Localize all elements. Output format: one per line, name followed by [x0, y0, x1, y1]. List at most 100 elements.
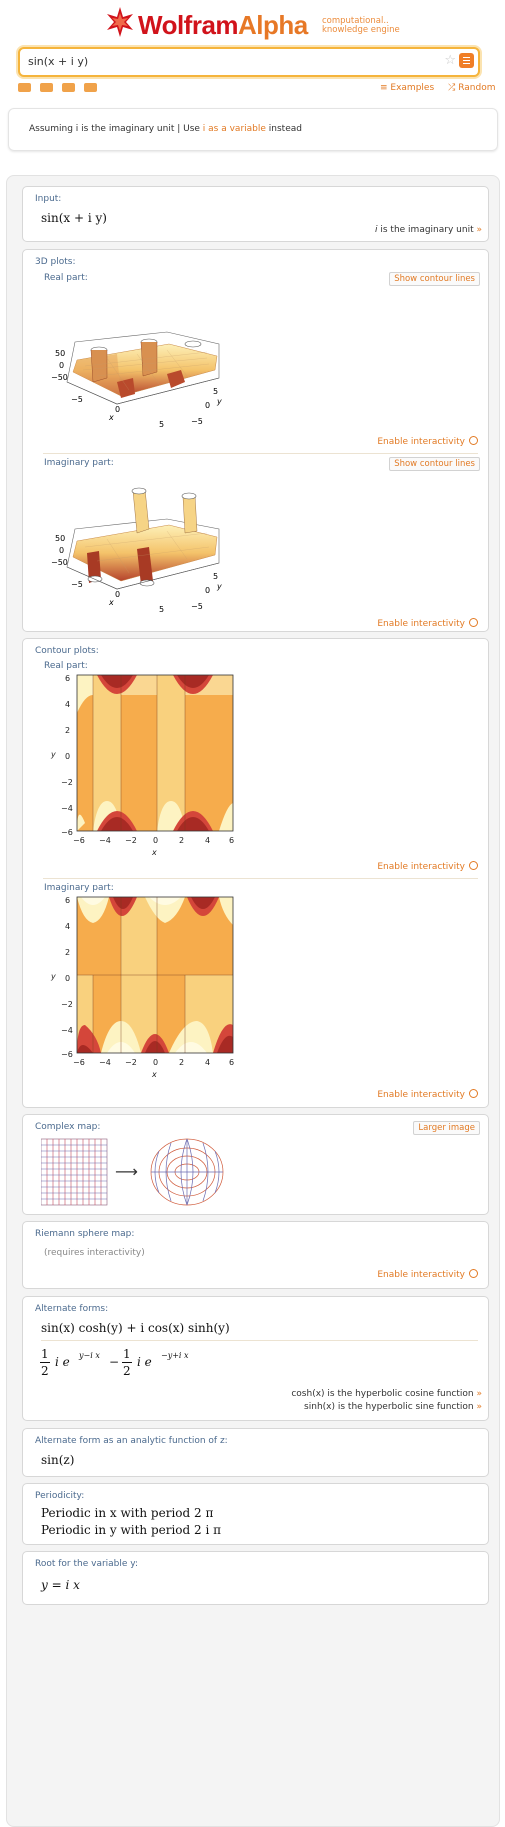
toolbar [18, 83, 106, 95]
y-tick: 6 [65, 674, 70, 683]
imaginary-part-label: Imaginary part: [44, 883, 114, 893]
x-axis-label: x [151, 1070, 157, 1079]
x-tick: −2 [125, 1058, 137, 1067]
imaginary-part-contour-plot: 6 4 2 0 −2 −4 −6 −6 −4 −2 0 2 4 6 x y [50, 896, 234, 1079]
x-tick: 0 [115, 590, 120, 599]
table-icon[interactable] [62, 83, 75, 92]
divider [41, 1340, 478, 1341]
interactivity-icon [469, 618, 478, 627]
pod-title: Periodicity: [35, 1491, 85, 1501]
x-tick: −6 [73, 1058, 85, 1067]
z-tick: 50 [55, 534, 65, 543]
larger-image-button[interactable]: Larger image [413, 1121, 480, 1135]
y-tick: 4 [65, 922, 70, 931]
complex-map-image: ⟶ [41, 1138, 224, 1206]
interactivity-icon [469, 1089, 478, 1098]
x-tick: 0 [153, 1058, 158, 1067]
pod-title: 3D plots: [35, 257, 76, 267]
results-panel: Input: sin(x + i y) i is the imaginary u… [6, 175, 500, 1827]
periodicity-x: Periodic in x with period 2 π [41, 1506, 214, 1520]
show-contour-lines-button[interactable]: Show contour lines [389, 272, 480, 286]
x-tick: 5 [159, 420, 164, 429]
random-link[interactable]: ⤮ Random [448, 83, 496, 93]
x-tick: 6 [229, 836, 234, 845]
z-tick: −50 [51, 373, 68, 382]
y-axis-label: y [50, 750, 56, 759]
upload-icon[interactable] [84, 83, 97, 92]
real-part-label: Real part: [44, 273, 88, 283]
pod-title: Complex map: [35, 1122, 101, 1132]
variable-link[interactable]: i as a variable [202, 124, 266, 134]
divider [43, 878, 478, 879]
show-contour-lines-button[interactable]: Show contour lines [389, 457, 480, 471]
real-part-3d-plot: 50 0 −50 −5 0 5 x 5 0 −5 y [51, 331, 222, 429]
y-tick: 2 [65, 726, 70, 735]
y-tick: 6 [65, 896, 70, 905]
root-pod: Root for the variable y: y = i x [22, 1551, 489, 1605]
cosh-note[interactable]: cosh(x) is the hyperbolic cosine functio… [291, 1389, 482, 1399]
real-part-contour-plot: 6 4 2 0 −2 −4 −6 −6 −4 −2 0 2 4 6 x y [50, 674, 234, 857]
y-axis-label: y [216, 582, 222, 591]
real-part-label: Real part: [44, 661, 88, 671]
compute-button[interactable] [459, 53, 474, 68]
x-tick: 0 [115, 405, 120, 414]
imaginary-part-3d-plot: 50 0 −50 −5 0 5 x 5 0 −5 y [51, 487, 222, 614]
y-tick: −2 [61, 1000, 73, 1009]
z-tick: −50 [51, 558, 68, 567]
examples-link[interactable]: ≡ Examples [380, 83, 435, 93]
favorite-star-icon[interactable]: ☆ [444, 53, 456, 68]
pod-title: Input: [35, 194, 62, 204]
interactivity-icon [469, 861, 478, 870]
x-tick: −6 [73, 836, 85, 845]
x-tick: 4 [205, 836, 210, 845]
x-axis-label: x [108, 598, 114, 607]
top-links: ≡ Examples ⤮ Random [366, 83, 495, 93]
enable-interactivity-link[interactable]: Enable interactivity [377, 861, 478, 872]
x-tick: −4 [99, 1058, 111, 1067]
keyboard-icon[interactable] [18, 83, 31, 92]
search-input[interactable]: sin(x + i y) ☆ [18, 47, 480, 77]
requires-interactivity-note: (requires interactivity) [44, 1248, 145, 1258]
spikey-logo-icon [107, 7, 133, 37]
brand-name: WolframAlpha [138, 10, 308, 40]
z-tick: 0 [59, 361, 64, 370]
sinh-note[interactable]: sinh(x) is the hyperbolic sine function … [304, 1402, 482, 1412]
y-axis-label: y [50, 972, 56, 981]
alternate-form-1: sin(x) cosh(y) + i cos(x) sinh(y) [41, 1321, 230, 1335]
riemann-pod: Riemann sphere map: (requires interactiv… [22, 1221, 489, 1289]
tagline: computational.. knowledge engine [322, 16, 400, 35]
enable-interactivity-link[interactable]: Enable interactivity [377, 618, 478, 629]
y-tick: 0 [205, 586, 210, 595]
complex-map-pod: Complex map: Larger image ⟶ [22, 1114, 489, 1215]
x-tick: −5 [71, 395, 83, 404]
z-tick: 50 [55, 349, 65, 358]
y-tick: −6 [61, 828, 73, 837]
x-tick: −4 [99, 836, 111, 845]
x-tick: 2 [179, 836, 184, 845]
enable-interactivity-link[interactable]: Enable interactivity [377, 1089, 478, 1100]
query-text[interactable]: sin(x + i y) [28, 55, 89, 68]
y-axis-label: y [216, 397, 222, 406]
interactivity-icon [469, 436, 478, 445]
y-tick: −5 [191, 417, 203, 426]
input-pod: Input: sin(x + i y) i is the imaginary u… [22, 186, 489, 242]
x-tick: 4 [205, 1058, 210, 1067]
y-tick: 4 [65, 700, 70, 709]
alternate-forms-pod: Alternate forms: sin(x) cosh(y) + i cos(… [22, 1296, 489, 1421]
input-expression: sin(x + i y) [41, 211, 107, 225]
x-tick: 5 [159, 605, 164, 614]
pod-title: Riemann sphere map: [35, 1229, 135, 1239]
analytic-form-pod: Alternate form as an analytic function o… [22, 1428, 489, 1477]
pod-title: Alternate form as an analytic function o… [35, 1436, 228, 1446]
y-tick: −6 [61, 1050, 73, 1059]
x-axis-label: x [108, 413, 114, 422]
input-note[interactable]: i is the imaginary unit » [375, 225, 482, 235]
camera-icon[interactable] [40, 83, 53, 92]
enable-interactivity-link[interactable]: Enable interactivity [377, 1269, 478, 1280]
y-tick: −2 [61, 778, 73, 787]
y-tick: −5 [191, 602, 203, 611]
x-axis-label: x [151, 848, 157, 857]
divider [43, 453, 478, 454]
enable-interactivity-link[interactable]: Enable interactivity [377, 436, 478, 447]
y-tick: −4 [61, 1026, 73, 1035]
